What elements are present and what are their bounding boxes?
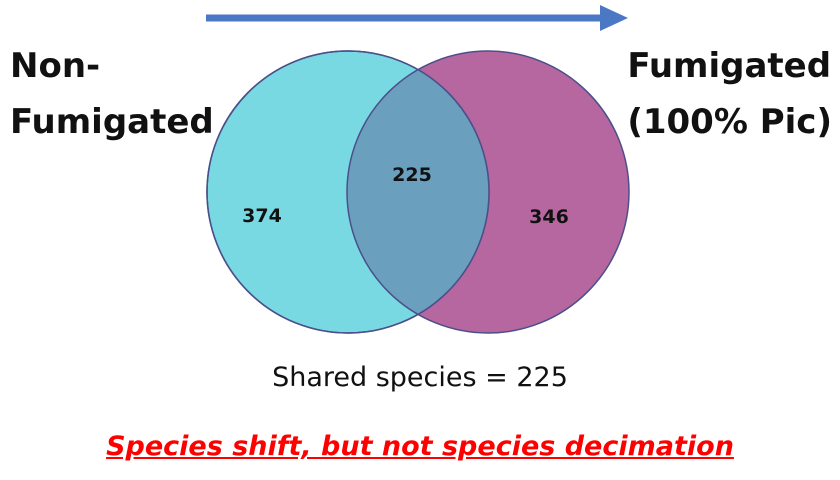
left-only-count: 374: [242, 205, 282, 227]
non-fumigated-outline: [206, 50, 490, 334]
non-fumigated-label-line2: Fumigated: [10, 102, 214, 142]
overlap-region: [346, 51, 489, 333]
fumigated-label: Fumigated (100% Pic): [627, 38, 832, 150]
overlap-count: 225: [392, 164, 432, 186]
direction-arrow-head: [600, 5, 628, 31]
non-fumigated-label: Non- Fumigated: [10, 38, 214, 150]
shared-species-text: Shared species = 225: [272, 362, 568, 393]
conclusion-text: Species shift, but not species decimatio…: [106, 431, 734, 462]
fumigated-label-line1: Fumigated: [627, 46, 832, 86]
right-only-count: 346: [529, 206, 569, 228]
fumigated-label-line2: (100% Pic): [627, 102, 832, 142]
non-fumigated-label-line1: Non-: [10, 46, 101, 86]
